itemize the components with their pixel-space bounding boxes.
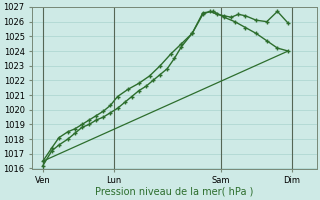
X-axis label: Pression niveau de la mer( hPa ): Pression niveau de la mer( hPa ) <box>95 187 253 197</box>
